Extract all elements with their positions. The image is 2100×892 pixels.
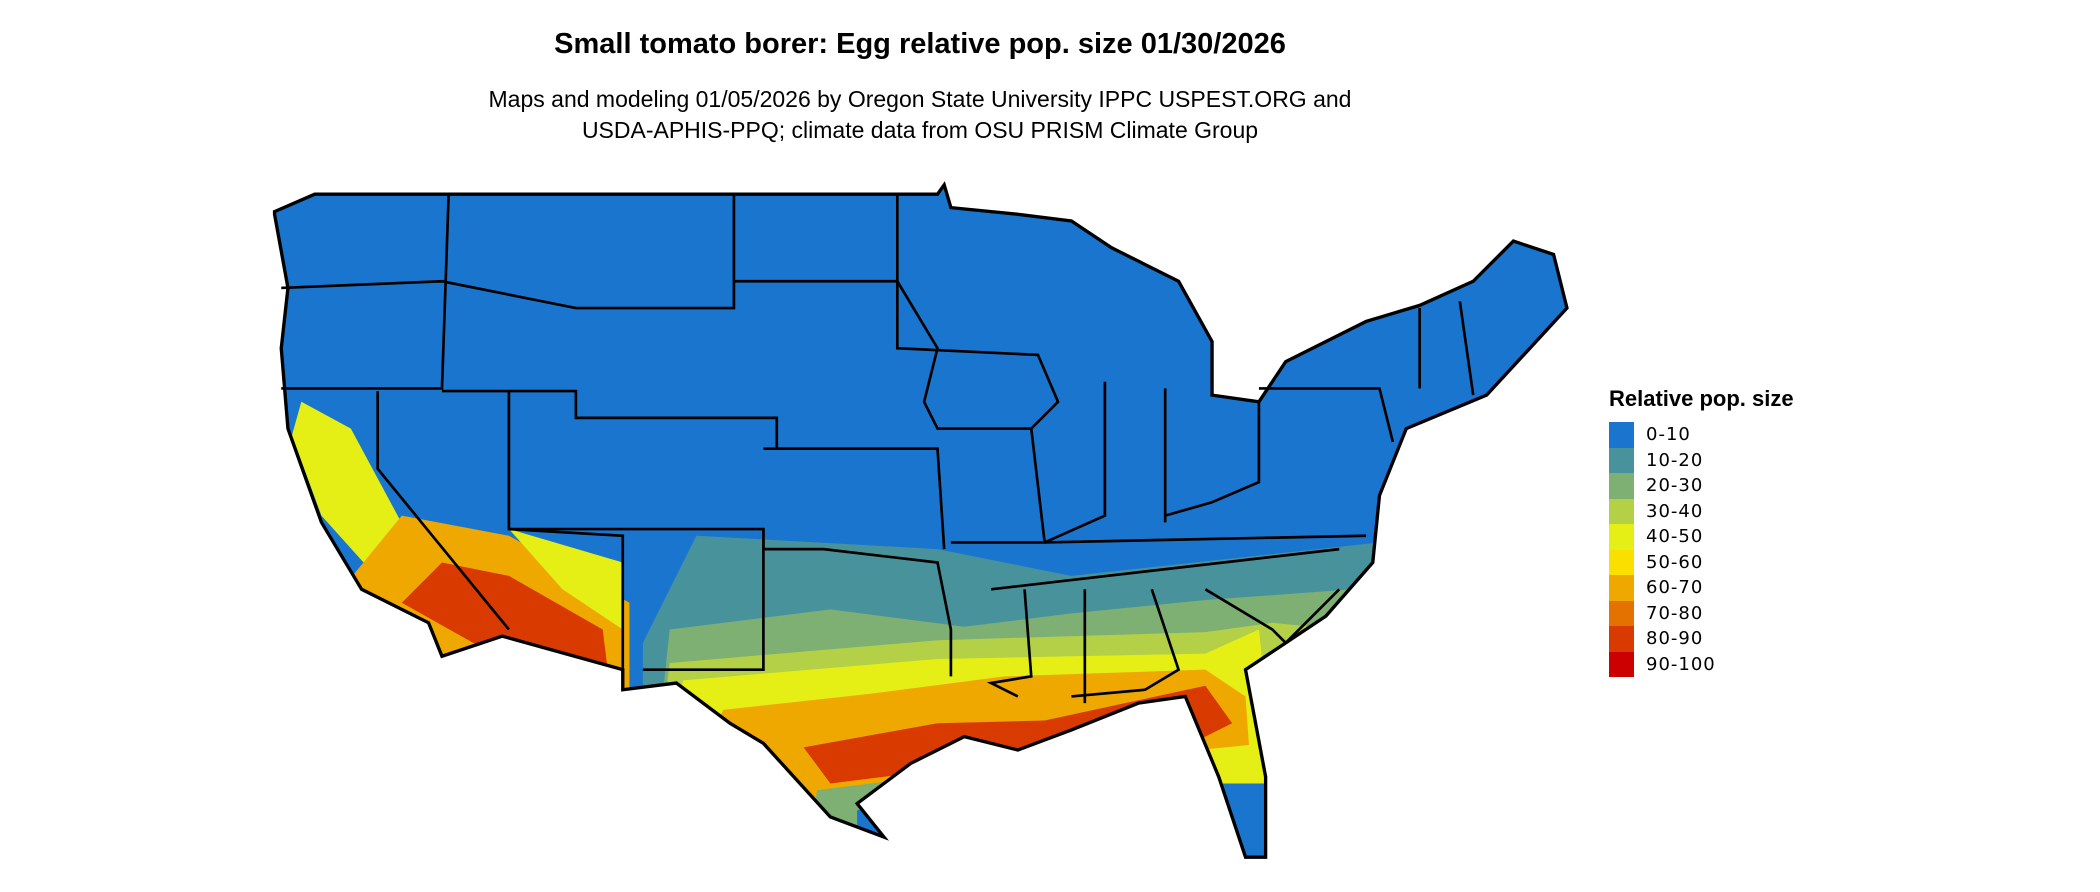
legend-label: 60-70: [1646, 577, 1704, 599]
legend-swatch: [1609, 651, 1634, 677]
legend-label: 0-10: [1646, 424, 1691, 446]
legend-item: 30-40: [1609, 498, 1794, 524]
legend-item: 40-50: [1609, 524, 1794, 550]
legend-item: 0-10: [1609, 422, 1794, 448]
legend: Relative pop. size 0-10 10-20 20-30 30-40 40…: [1609, 386, 1794, 677]
region-0-10: [274, 184, 1567, 858]
region-ca-valley: [291, 401, 409, 583]
subtitle-line-1: Maps and modeling 01/05/2026 by Oregon S…: [488, 86, 1352, 112]
legend-swatch: [1609, 549, 1634, 575]
legend-swatch: [1609, 422, 1634, 448]
legend-title: Relative pop. size: [1609, 386, 1794, 411]
legend-swatch: [1609, 498, 1634, 524]
legend-item: 70-80: [1609, 600, 1794, 626]
legend-label: 90-100: [1646, 653, 1716, 675]
region-south-texas-blue: [857, 796, 938, 858]
subtitle-line-2: USDA-APHIS-PPQ; climate data from OSU PR…: [581, 117, 1259, 143]
legend-items: 0-10 10-20 20-30 30-40 40-50 50-60 60-70 70-80 8…: [1609, 422, 1794, 677]
legend-swatch: [1609, 524, 1634, 550]
legend-label: 20-30: [1646, 475, 1704, 497]
legend-item: 90-100: [1609, 651, 1794, 677]
legend-label: 80-90: [1646, 628, 1704, 650]
state-borders: [281, 194, 1475, 704]
map-subtitle: Maps and modeling 01/05/2026 by Oregon S…: [0, 84, 1840, 146]
legend-swatch: [1609, 600, 1634, 626]
legend-swatch: [1609, 626, 1634, 652]
legend-label: 50-60: [1646, 551, 1704, 573]
legend-item: 10-20: [1609, 447, 1794, 473]
legend-item: 50-60: [1609, 549, 1794, 575]
legend-label: 30-40: [1646, 500, 1704, 522]
legend-label: 10-20: [1646, 449, 1704, 471]
legend-swatch: [1609, 575, 1634, 601]
legend-swatch: [1609, 473, 1634, 499]
legend-item: 80-90: [1609, 626, 1794, 652]
legend-label: 40-50: [1646, 526, 1704, 548]
legend-item: 60-70: [1609, 575, 1794, 601]
legend-swatch: [1609, 447, 1634, 473]
map-title: Small tomato borer: Egg relative pop. si…: [554, 28, 1286, 60]
legend-item: 20-30: [1609, 473, 1794, 499]
legend-label: 70-80: [1646, 602, 1704, 624]
region-florida-blue: [1205, 783, 1286, 858]
region-az-yellow: [508, 529, 623, 630]
